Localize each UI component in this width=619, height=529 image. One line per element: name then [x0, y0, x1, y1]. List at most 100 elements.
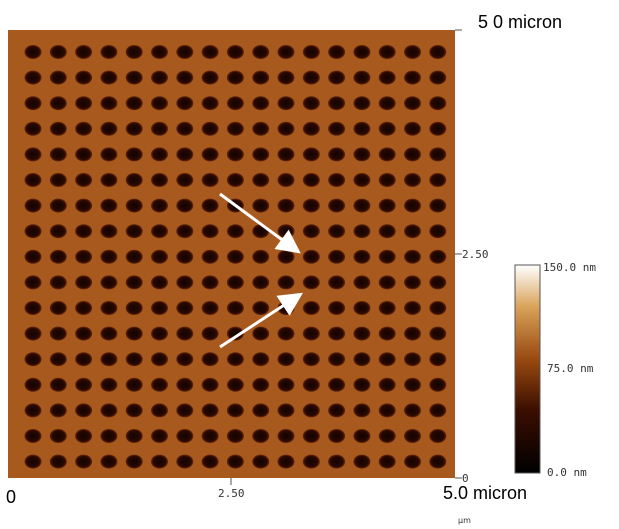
pit: [75, 249, 93, 264]
pit: [226, 301, 244, 315]
pit: [24, 173, 42, 187]
pit: [277, 121, 295, 136]
pit: [302, 121, 320, 136]
pit: [353, 198, 371, 213]
pit: [252, 377, 270, 392]
pit: [24, 96, 42, 111]
pit: [151, 403, 168, 418]
pit: [328, 377, 346, 392]
pit: [24, 429, 42, 443]
pit: [429, 249, 447, 264]
pit: [353, 352, 371, 367]
pit: [176, 429, 194, 443]
pit: [328, 454, 346, 469]
pit: [49, 45, 67, 59]
pit: [226, 377, 244, 392]
pit: [100, 45, 118, 59]
pit: [429, 198, 447, 213]
pit: [125, 173, 143, 187]
pit: [100, 70, 118, 85]
pit: [429, 45, 447, 59]
pit: [24, 45, 42, 59]
pit: [125, 70, 143, 85]
pit: [353, 173, 371, 187]
pit: [176, 198, 194, 213]
arrow: [219, 292, 304, 349]
pit: [151, 301, 168, 315]
pit: [125, 377, 143, 392]
right-tick-label: 0: [462, 472, 469, 485]
pit: [404, 173, 421, 187]
pit: [125, 454, 143, 469]
pit: [404, 326, 421, 341]
pit: [151, 96, 168, 111]
arrow: [219, 192, 301, 254]
pit: [176, 121, 194, 136]
pit: [353, 45, 371, 59]
pit: [201, 173, 219, 187]
pit: [277, 326, 295, 341]
pit: [353, 301, 371, 315]
pit: [353, 147, 371, 162]
pit: [353, 377, 371, 392]
pit: [24, 301, 42, 315]
pit: [176, 403, 194, 418]
pit: [201, 352, 219, 367]
pit: [378, 198, 396, 213]
pit: [75, 70, 93, 85]
pit: [24, 147, 42, 162]
pit: [404, 454, 421, 469]
pit: [151, 224, 168, 239]
pit: [100, 454, 118, 469]
pit: [226, 352, 244, 367]
pit: [151, 121, 168, 136]
pit: [429, 301, 447, 315]
pit: [49, 352, 67, 367]
pit: [328, 147, 346, 162]
pit: [100, 301, 118, 315]
pit: [277, 352, 295, 367]
pit: [277, 147, 295, 162]
pit: [429, 224, 447, 239]
pit: [404, 121, 421, 136]
pit: [404, 147, 421, 162]
pit: [75, 301, 93, 315]
pit: [302, 403, 320, 418]
pit: [277, 224, 295, 239]
pit: [49, 301, 67, 315]
colorbar: [514, 264, 541, 474]
pit: [201, 326, 219, 341]
pit: [302, 224, 320, 239]
pit: [226, 45, 244, 59]
pit: [125, 429, 143, 443]
pit: [378, 147, 396, 162]
pit: [151, 198, 168, 213]
colorbar-label: 0.0 nm: [547, 466, 587, 479]
pit: [302, 429, 320, 443]
pit: [75, 275, 93, 290]
pit: [404, 70, 421, 85]
pit: [252, 45, 270, 59]
pit: [429, 377, 447, 392]
pit: [328, 403, 346, 418]
pit: [125, 198, 143, 213]
pit: [328, 96, 346, 111]
pit: [75, 403, 93, 418]
pit: [176, 70, 194, 85]
pit: [302, 45, 320, 59]
pit: [252, 173, 270, 187]
pit: [151, 70, 168, 85]
pit: [404, 429, 421, 443]
pit: [49, 249, 67, 264]
pit: [176, 96, 194, 111]
pit: [100, 198, 118, 213]
pit: [151, 326, 168, 341]
pit: [226, 326, 244, 341]
pit: [226, 403, 244, 418]
pit: [49, 454, 67, 469]
pit: [125, 121, 143, 136]
pit: [151, 249, 168, 264]
pit: [49, 121, 67, 136]
pit: [302, 198, 320, 213]
pit: [404, 301, 421, 315]
